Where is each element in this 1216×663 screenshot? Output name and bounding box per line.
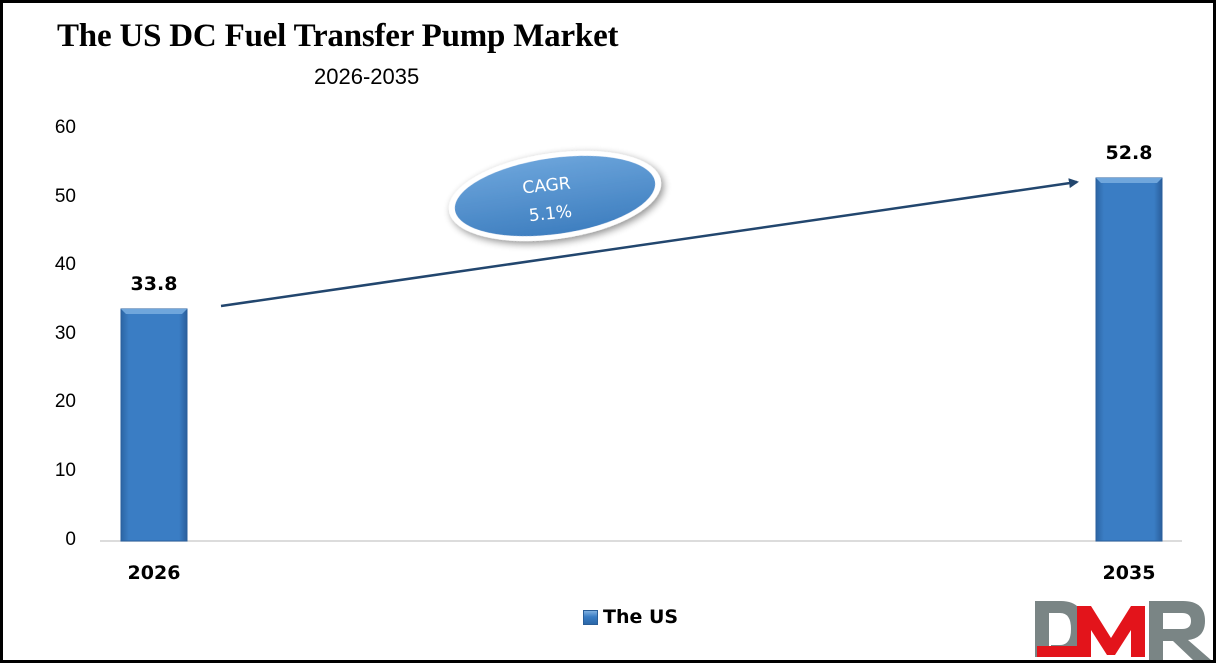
data-label-2035: 52.8 — [1105, 142, 1153, 164]
growth-arrow — [220, 178, 1079, 308]
legend-label: The US — [603, 606, 679, 628]
data-label-2026: 33.8 — [130, 273, 178, 295]
legend: The US — [583, 606, 678, 628]
dmr-logo-icon — [1035, 601, 1211, 660]
x-tick-2035: 2035 — [1102, 562, 1156, 584]
bar-2026 — [120, 308, 188, 542]
cagr-ellipse — [448, 150, 662, 242]
chart-title: The US DC Fuel Transfer Pump Market — [57, 18, 619, 54]
chart-subtitle: 2026-2035 — [314, 64, 420, 89]
y-tick-60: 60 — [54, 117, 76, 138]
y-tick-40: 40 — [54, 254, 76, 275]
bar-2035 — [1095, 177, 1163, 542]
y-tick-20: 20 — [54, 391, 76, 412]
y-tick-30: 30 — [54, 323, 76, 344]
x-tick-2026: 2026 — [127, 562, 181, 584]
legend-swatch-icon — [583, 609, 598, 625]
y-tick-0: 0 — [65, 529, 76, 550]
y-tick-10: 10 — [54, 460, 76, 481]
cagr-value: 5.1% — [528, 202, 573, 226]
y-tick-50: 50 — [54, 186, 76, 207]
